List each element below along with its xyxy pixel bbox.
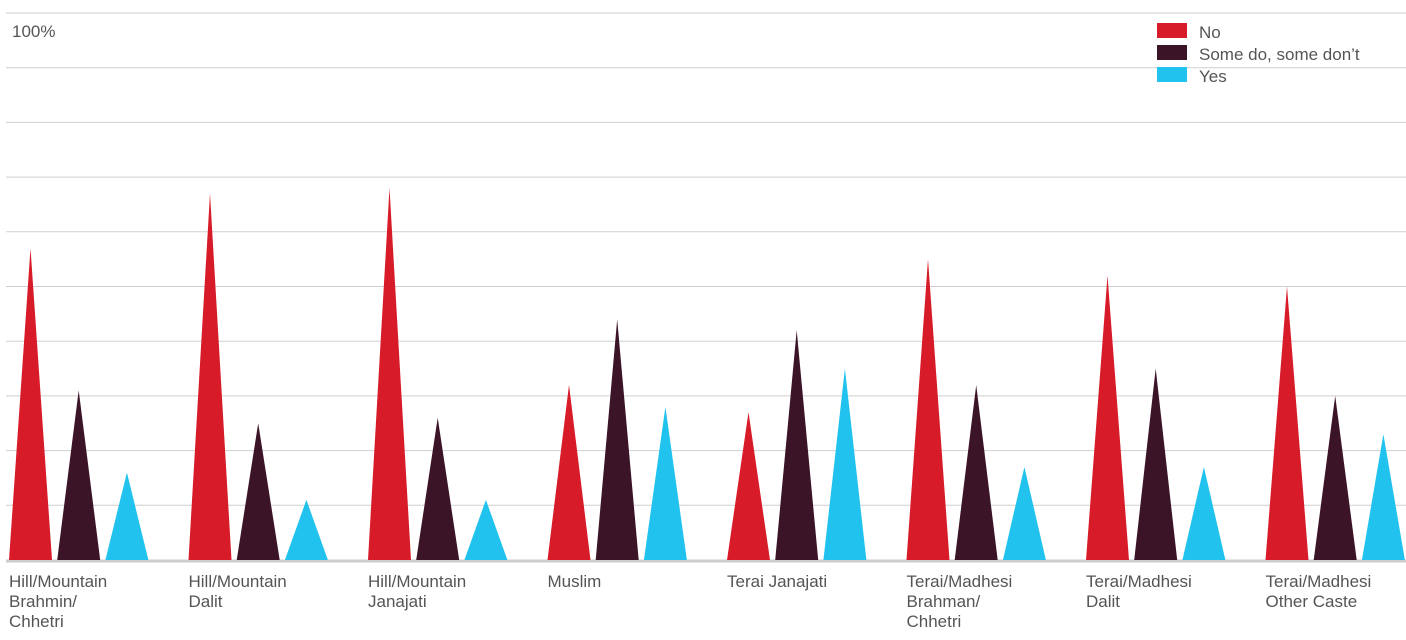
bar	[1361, 434, 1405, 560]
legend-label: Some do, some don’t	[1199, 45, 1360, 64]
legend-swatch	[1157, 45, 1187, 60]
x-axis-labels: Hill/Mountain Brahmin/Chhetri Hill/Mountai…	[9, 572, 1371, 631]
bars	[9, 188, 1405, 561]
bar	[236, 423, 280, 560]
bar	[368, 188, 411, 561]
bar	[1265, 286, 1309, 560]
bar	[595, 319, 639, 560]
x-tick-label: Terai/Madhesi Other Caste	[1266, 572, 1372, 611]
bar	[727, 412, 770, 560]
bar	[954, 384, 998, 560]
legend-swatch	[1157, 67, 1187, 82]
x-tick-label: Hill/Mountain Dalit	[189, 572, 287, 611]
legend-label: No	[1199, 23, 1221, 42]
bar	[1086, 275, 1129, 560]
bar	[188, 193, 232, 560]
bar	[57, 390, 101, 560]
bar	[1002, 467, 1046, 560]
bar	[775, 330, 819, 560]
bar	[284, 499, 328, 560]
bar	[105, 472, 149, 560]
bar	[1313, 395, 1357, 560]
x-tick-label: Terai/Madhesi Dalit	[1086, 572, 1192, 611]
bar	[416, 417, 460, 560]
x-tick-label: Hill/Mountain Janajati	[368, 572, 466, 611]
legend-swatch	[1157, 23, 1187, 38]
bar	[1134, 368, 1178, 560]
legend-label: Yes	[1199, 67, 1227, 86]
legend: No Some do, some don’t Yes	[1157, 23, 1360, 86]
bar	[464, 499, 508, 560]
x-tick-label: Terai/Madhesi Brahman/Chhetri	[907, 572, 1013, 631]
bar	[547, 384, 591, 560]
x-tick-label: Hill/Mountain Brahmin/Chhetri	[9, 572, 107, 631]
bar	[823, 368, 867, 560]
gridlines	[6, 12, 1406, 563]
bar	[906, 259, 950, 560]
x-tick-label: Terai Janajati	[727, 572, 827, 591]
y-axis-top-label: 100%	[12, 22, 55, 41]
bar	[1182, 467, 1226, 560]
x-tick-label: Muslim	[548, 572, 602, 591]
bar	[9, 248, 52, 560]
bar	[643, 406, 687, 560]
